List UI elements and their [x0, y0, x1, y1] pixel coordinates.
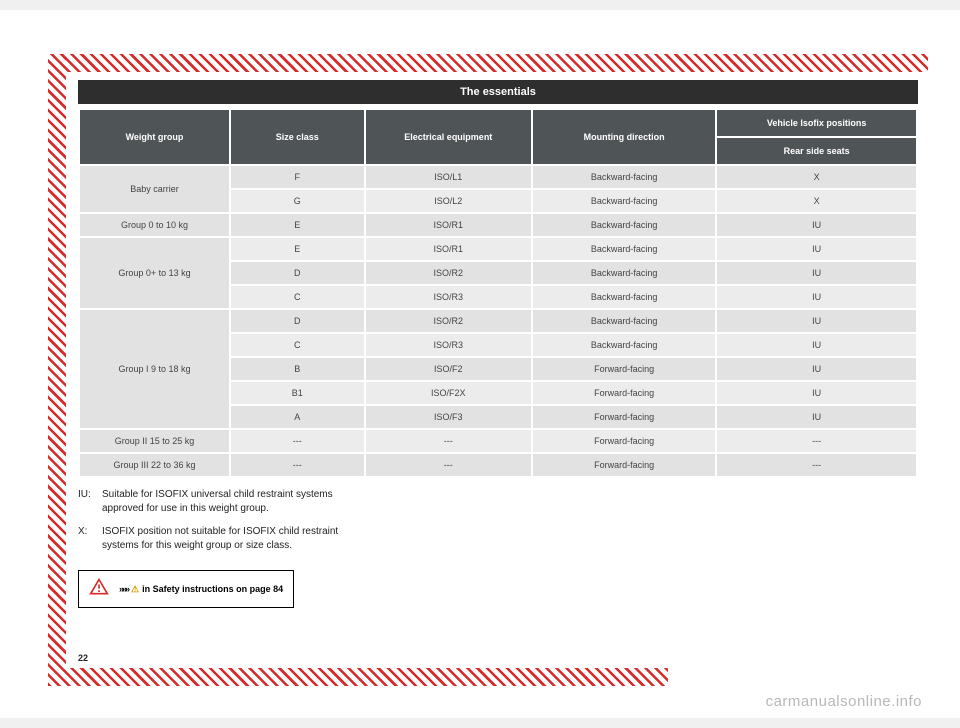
cell-dir: Forward-facing — [533, 454, 715, 476]
cell-size: B1 — [231, 382, 363, 404]
cell-equip: ISO/F2 — [366, 358, 532, 380]
cell-size: D — [231, 310, 363, 332]
warning-triangle-icon — [89, 577, 109, 601]
cell-pos: IU — [717, 358, 916, 380]
cell-equip: ISO/F3 — [366, 406, 532, 428]
chevrons-icon: »»» — [119, 583, 128, 595]
notes-block: IU:Suitable for ISOFIX universal child r… — [78, 488, 358, 552]
page-number: 22 — [78, 653, 88, 663]
page: The essentials Weight group Size class E… — [0, 10, 960, 718]
cell-pos: IU — [717, 238, 916, 260]
weight-group-cell: Group 0 to 10 kg — [80, 214, 229, 236]
cell-dir: Forward-facing — [533, 406, 715, 428]
th-vehicle-isofix-positions: Vehicle Isofix positions — [717, 110, 916, 136]
cell-equip: ISO/R2 — [366, 262, 532, 284]
cell-equip: ISO/R3 — [366, 286, 532, 308]
table-row: Group III 22 to 36 kg------Forward-facin… — [80, 454, 916, 476]
safety-instructions-box: »»» ⚠ in Safety instructions on page 84 — [78, 570, 294, 608]
cell-equip: ISO/R1 — [366, 238, 532, 260]
cell-equip: ISO/L2 — [366, 190, 532, 212]
cell-equip: ISO/L1 — [366, 166, 532, 188]
cell-dir: Backward-facing — [533, 214, 715, 236]
cell-size: B — [231, 358, 363, 380]
table-body: Baby carrierFISO/L1Backward-facingXGISO/… — [80, 166, 916, 476]
weight-group-cell: Group 0+ to 13 kg — [80, 238, 229, 308]
weight-group-cell: Baby carrier — [80, 166, 229, 212]
cell-dir: Forward-facing — [533, 382, 715, 404]
table-row: Group 0+ to 13 kgEISO/R1Backward-facingI… — [80, 238, 916, 260]
cell-pos: IU — [717, 310, 916, 332]
th-size-class: Size class — [231, 110, 363, 164]
th-mounting-direction: Mounting direction — [533, 110, 715, 164]
table-row: Group I 9 to 18 kgDISO/R2Backward-facing… — [80, 310, 916, 332]
section-title: The essentials — [78, 80, 918, 104]
cell-dir: Backward-facing — [533, 190, 715, 212]
note-text: Suitable for ISOFIX universal child rest… — [102, 488, 358, 515]
cell-equip: ISO/R1 — [366, 214, 532, 236]
th-electrical-equipment: Electrical equipment — [366, 110, 532, 164]
weight-group-cell: Group I 9 to 18 kg — [80, 310, 229, 428]
mini-warning-icon: ⚠ — [131, 583, 139, 595]
weight-group-cell: Group III 22 to 36 kg — [80, 454, 229, 476]
hatch-border-left — [48, 54, 66, 686]
hatch-bottom-gap — [668, 668, 928, 686]
note-row: IU:Suitable for ISOFIX universal child r… — [78, 488, 358, 515]
cell-size: D — [231, 262, 363, 284]
cell-dir: Backward-facing — [533, 286, 715, 308]
note-key: IU: — [78, 488, 102, 515]
cell-dir: Forward-facing — [533, 430, 715, 452]
note-row: X:ISOFIX position not suitable for ISOFI… — [78, 525, 358, 552]
cell-pos: IU — [717, 262, 916, 284]
cell-pos: IU — [717, 214, 916, 236]
cell-pos: X — [717, 166, 916, 188]
content-area: The essentials Weight group Size class E… — [78, 80, 918, 658]
th-weight-group: Weight group — [80, 110, 229, 164]
cell-equip: --- — [366, 430, 532, 452]
cell-pos: IU — [717, 334, 916, 356]
cell-dir: Backward-facing — [533, 262, 715, 284]
cell-size: E — [231, 238, 363, 260]
cell-pos: IU — [717, 286, 916, 308]
cell-size: F — [231, 166, 363, 188]
cell-dir: Forward-facing — [533, 358, 715, 380]
cell-size: --- — [231, 430, 363, 452]
cell-equip: --- — [366, 454, 532, 476]
cell-pos: --- — [717, 430, 916, 452]
cell-pos: IU — [717, 406, 916, 428]
cell-size: G — [231, 190, 363, 212]
cell-dir: Backward-facing — [533, 166, 715, 188]
cell-dir: Backward-facing — [533, 310, 715, 332]
table-row: Group II 15 to 25 kg------Forward-facing… — [80, 430, 916, 452]
note-key: X: — [78, 525, 102, 552]
watermark: carmanualsonline.info — [766, 693, 922, 710]
cell-size: --- — [231, 454, 363, 476]
note-text: ISOFIX position not suitable for ISOFIX … — [102, 525, 358, 552]
cell-pos: IU — [717, 382, 916, 404]
cell-pos: X — [717, 190, 916, 212]
cell-size: E — [231, 214, 363, 236]
cell-dir: Backward-facing — [533, 334, 715, 356]
cell-equip: ISO/R2 — [366, 310, 532, 332]
hatch-border-top — [48, 54, 928, 72]
isofix-table: Weight group Size class Electrical equip… — [78, 108, 918, 478]
cell-dir: Backward-facing — [533, 238, 715, 260]
cell-size: C — [231, 334, 363, 356]
cell-size: C — [231, 286, 363, 308]
th-rear-side-seats: Rear side seats — [717, 138, 916, 164]
table-row: Group 0 to 10 kgEISO/R1Backward-facingIU — [80, 214, 916, 236]
weight-group-cell: Group II 15 to 25 kg — [80, 430, 229, 452]
cell-equip: ISO/F2X — [366, 382, 532, 404]
cell-equip: ISO/R3 — [366, 334, 532, 356]
safety-text-suffix: in Safety instructions on page 84 — [142, 583, 283, 595]
cell-size: A — [231, 406, 363, 428]
safety-text: »»» ⚠ in Safety instructions on page 84 — [119, 583, 283, 595]
cell-pos: --- — [717, 454, 916, 476]
table-row: Baby carrierFISO/L1Backward-facingX — [80, 166, 916, 188]
